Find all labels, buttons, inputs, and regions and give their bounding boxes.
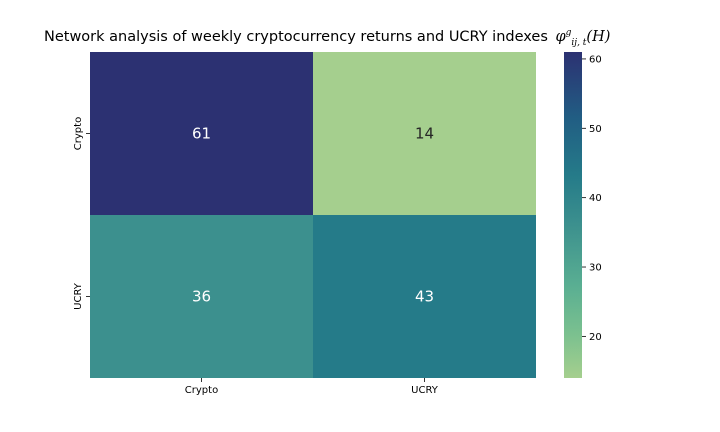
colorbar-tick-label: 30	[589, 263, 602, 274]
title-symbol-sub: ij, t	[571, 37, 587, 48]
chart-title-symbol: φgij, t(H)	[555, 28, 611, 48]
cell-value-label: 61	[192, 125, 211, 143]
colorbar-tick-label: 60	[589, 54, 602, 65]
x-axis: Crypto UCRY	[185, 378, 439, 396]
colorbar: 20 30 40 50 60	[564, 52, 602, 378]
cell-value-label: 43	[415, 288, 434, 306]
chart-title: Network analysis of weekly cryptocurrenc…	[44, 28, 610, 48]
colorbar-tick-label: 40	[589, 193, 602, 204]
heatmap-cells: 61 14 36 43	[90, 52, 536, 378]
colorbar-tick-label: 20	[589, 332, 602, 343]
y-tick-label: UCRY	[73, 282, 84, 310]
colorbar-tick-label: 50	[589, 124, 602, 135]
title-symbol-sup: g	[565, 28, 572, 38]
heatmap-cell	[90, 52, 313, 215]
colorbar-gradient	[564, 52, 582, 378]
y-tick-label: Crypto	[73, 117, 84, 150]
heatmap-cell	[313, 215, 536, 378]
x-tick-label: Crypto	[185, 385, 218, 396]
cell-value-label: 14	[415, 125, 434, 143]
cell-value-label: 36	[192, 288, 211, 306]
title-symbol-suffix: (H)	[586, 28, 611, 45]
x-tick-label: UCRY	[411, 385, 439, 396]
y-axis: Crypto UCRY	[73, 117, 90, 310]
chart-title-text: Network analysis of weekly cryptocurrenc…	[44, 28, 548, 45]
heatmap-cell	[313, 52, 536, 215]
heatmap-cell	[90, 215, 313, 378]
title-symbol-base: φ	[555, 28, 566, 45]
